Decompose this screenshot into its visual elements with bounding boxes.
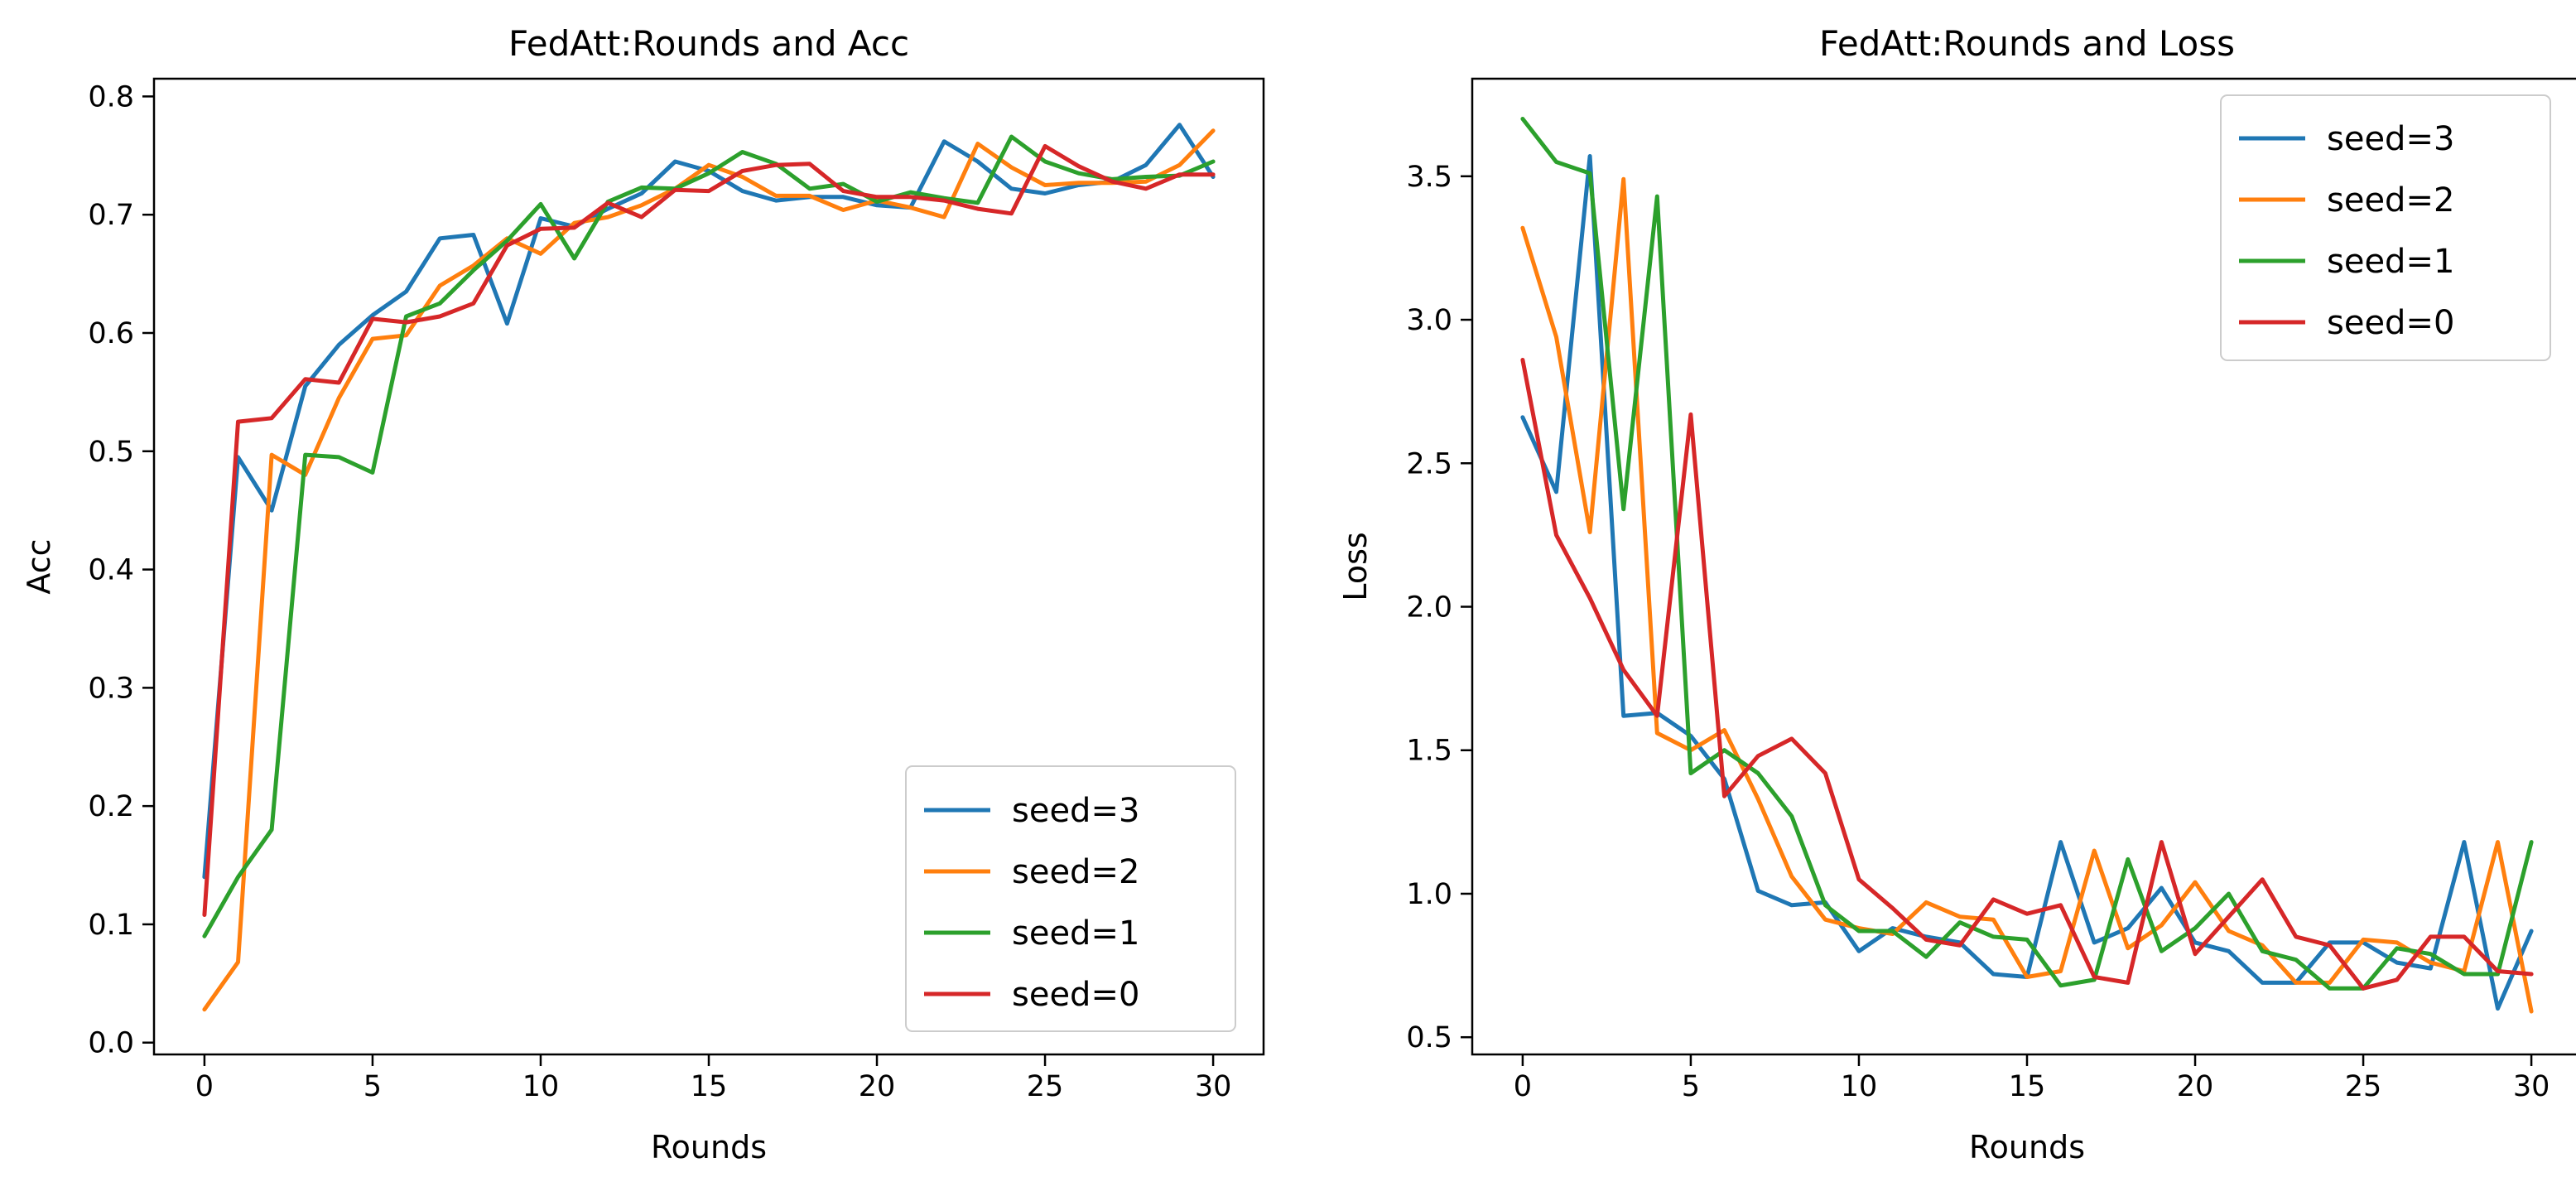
loss-y-ticks: 0.5 1.0 1.5 2.0 2.5 3.0 3.5 [1406, 161, 1472, 1054]
loss-x-ticks: 0 5 10 15 20 25 30 [1514, 1054, 2550, 1103]
loss-y-tick-label: 1.5 [1406, 735, 1452, 768]
accuracy-chart: FedAtt:Rounds and Acc 0 5 10 15 20 25 30 0.00.… [21, 23, 1265, 1165]
accuracy-x-tick-label: 30 [1195, 1070, 1232, 1103]
loss-legend-label-seed3: seed=3 [2327, 120, 2454, 158]
accuracy-legend-label-seed2: seed=2 [1012, 853, 1139, 891]
accuracy-series-line-seed3 [202, 123, 1216, 880]
accuracy-legend-box [905, 765, 1236, 1032]
accuracy-chart-title: FedAtt:Rounds and Acc [508, 23, 909, 64]
loss-legend-label-seed0: seed=0 [2327, 304, 2454, 342]
accuracy-series-line-seed0 [202, 143, 1216, 917]
loss-y-tick-label: 0.5 [1406, 1021, 1452, 1054]
loss-x-tick-label: 10 [1841, 1070, 1878, 1103]
accuracy-y-tick-label: 0.8 [88, 80, 134, 113]
loss-series-line-seed0 [1520, 358, 2534, 991]
accuracy-y-axis-label: Acc [21, 538, 57, 594]
loss-y-tick-label: 3.5 [1406, 161, 1452, 194]
accuracy-y-ticks: 0.0 0.1 0.2 0.3 0.4 0.5 0.6 0.7 0.8 [88, 80, 154, 1060]
accuracy-x-ticks: 0 5 10 15 20 25 30 [195, 1054, 1232, 1103]
loss-y-tick-label: 1.0 [1406, 878, 1452, 911]
loss-series-lines [1520, 117, 2534, 1014]
accuracy-y-tick-label: 0.2 [88, 790, 134, 823]
accuracy-x-tick-label: 5 [364, 1070, 382, 1103]
accuracy-x-tick-label: 20 [859, 1070, 896, 1103]
accuracy-x-tick-label: 25 [1027, 1070, 1064, 1103]
accuracy-legend-label-seed1: seed=1 [1012, 914, 1139, 953]
loss-legend-label-seed1: seed=1 [2327, 243, 2454, 281]
loss-chart-title: FedAtt:Rounds and Loss [1819, 23, 2235, 64]
loss-x-tick-label: 25 [2345, 1070, 2382, 1103]
accuracy-series-line-seed1 [202, 134, 1216, 938]
loss-x-tick-label: 5 [1682, 1070, 1700, 1103]
loss-legend-label-seed2: seed=2 [2327, 181, 2454, 220]
accuracy-y-tick-label: 0.1 [88, 909, 134, 942]
loss-y-tick-label: 3.0 [1406, 304, 1452, 337]
accuracy-y-tick-label: 0.5 [88, 436, 134, 469]
loss-x-tick-label: 0 [1514, 1070, 1532, 1103]
accuracy-legend-label-seed3: seed=3 [1012, 792, 1139, 830]
accuracy-legend-label-seed0: seed=0 [1012, 976, 1139, 1014]
loss-y-axis-label: Loss [1337, 532, 1374, 601]
loss-x-tick-label: 20 [2177, 1070, 2214, 1103]
accuracy-y-tick-label: 0.6 [88, 317, 134, 350]
accuracy-y-tick-label: 0.4 [88, 554, 134, 587]
accuracy-series-line-seed2 [202, 128, 1216, 1012]
accuracy-x-tick-label: 15 [691, 1070, 728, 1103]
accuracy-series-lines [202, 123, 1216, 1012]
accuracy-y-tick-label: 0.3 [88, 672, 134, 705]
loss-legend-box [2220, 94, 2551, 361]
loss-legend: seed=3 seed=2 seed=1 seed=0 [2220, 94, 2551, 361]
loss-x-tick-label: 15 [2009, 1070, 2046, 1103]
accuracy-y-tick-label: 0.0 [88, 1027, 134, 1060]
accuracy-x-tick-label: 10 [522, 1070, 560, 1103]
loss-y-tick-label: 2.5 [1406, 447, 1452, 480]
loss-y-tick-label: 2.0 [1406, 591, 1452, 625]
accuracy-legend: seed=3 seed=2 seed=1 seed=0 [905, 765, 1236, 1032]
accuracy-x-tick-label: 0 [195, 1070, 214, 1103]
loss-x-tick-label: 30 [2513, 1070, 2550, 1103]
accuracy-y-tick-label: 0.7 [88, 199, 134, 232]
accuracy-x-axis-label: Rounds [651, 1129, 767, 1165]
loss-x-axis-label: Rounds [1969, 1129, 2085, 1165]
loss-chart: FedAtt:Rounds and Loss 0 5 10 15 20 25 30 0.5 1… [1337, 23, 2576, 1165]
